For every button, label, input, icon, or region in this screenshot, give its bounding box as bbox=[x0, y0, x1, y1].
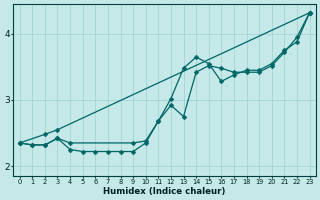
X-axis label: Humidex (Indice chaleur): Humidex (Indice chaleur) bbox=[103, 187, 226, 196]
